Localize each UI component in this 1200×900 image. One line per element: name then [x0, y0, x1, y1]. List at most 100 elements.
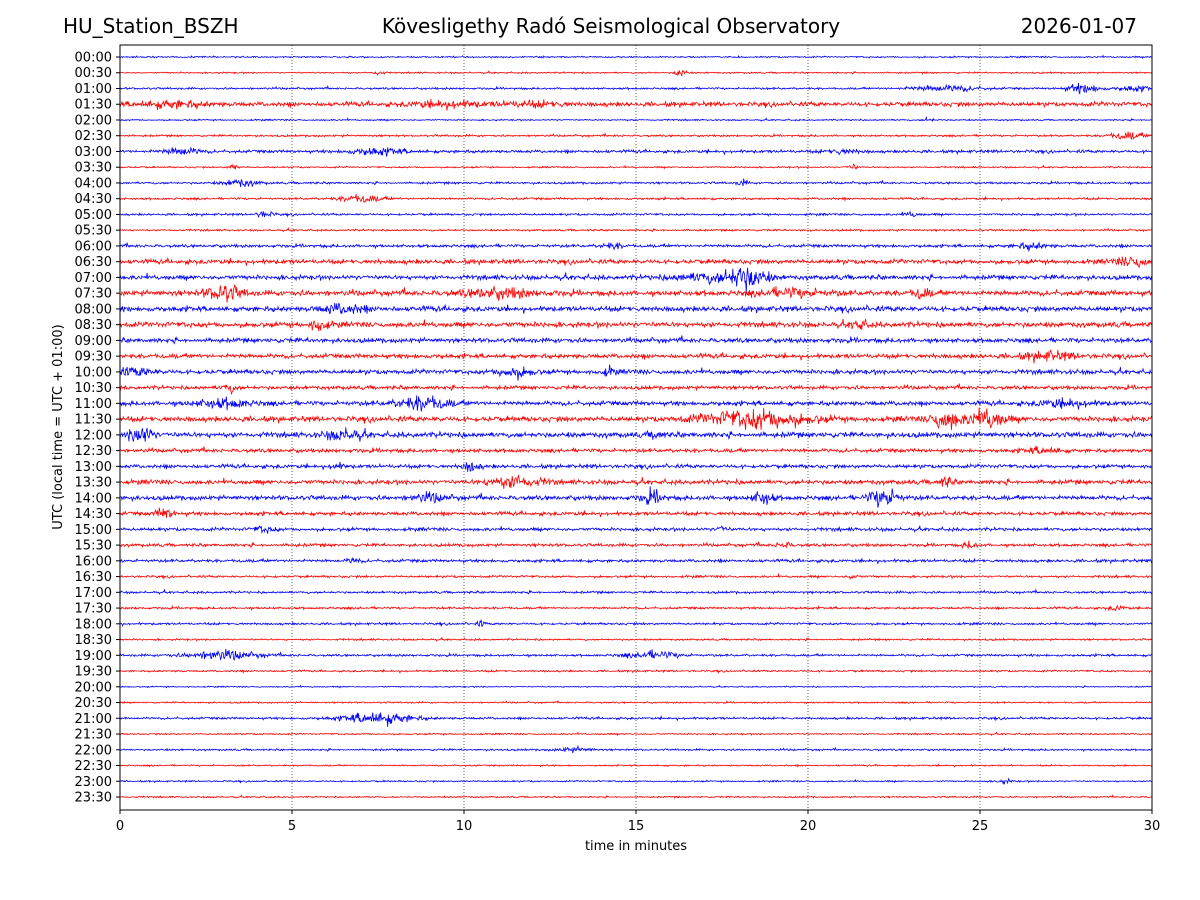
trace-0200	[119, 116, 1153, 123]
trace-0100	[120, 82, 1153, 95]
y-tick-label: 09:00	[75, 334, 112, 349]
trace-1800	[119, 619, 1153, 628]
x-axis-label: time in minutes	[585, 839, 687, 854]
trace-1700	[119, 588, 1153, 596]
y-tick-label: 08:00	[75, 302, 112, 317]
x-axis-ticks: 0 5 10 15 20 25 30	[116, 810, 1160, 834]
trace-2130	[119, 731, 1153, 737]
y-tick-label: 08:30	[75, 318, 112, 333]
y-tick-label: 10:30	[75, 381, 112, 396]
y-tick-label: 14:00	[75, 491, 112, 506]
y-tick-label: 06:30	[75, 255, 112, 270]
y-tick-label: 03:00	[75, 145, 112, 160]
y-tick-label: 13:00	[75, 460, 112, 475]
trace-0330	[119, 163, 1153, 170]
y-tick-label: 19:30	[75, 665, 112, 680]
trace-0830	[119, 318, 1153, 332]
trace-1030	[119, 383, 1153, 396]
y-tick-label: 04:30	[75, 192, 112, 207]
y-tick-label: 21:00	[75, 712, 112, 727]
y-tick-label: 12:30	[75, 444, 112, 459]
trace-1500	[119, 525, 1153, 534]
trace-1600	[119, 557, 1153, 565]
y-tick-label: 19:00	[75, 649, 112, 664]
trace-0430	[119, 194, 1152, 203]
y-tick-label: 22:30	[75, 759, 112, 774]
trace-1000	[119, 364, 1153, 381]
y-tick-label: 05:30	[75, 224, 112, 239]
y-tick-label: 11:30	[75, 413, 112, 428]
y-tick-label: 17:00	[75, 586, 112, 601]
y-tick-label: 20:00	[75, 680, 112, 695]
x-tick-label: 20	[800, 819, 817, 834]
y-tick-label: 04:00	[75, 176, 112, 191]
y-tick-label: 12:00	[75, 428, 112, 443]
trace-1730	[119, 604, 1153, 612]
trace-0030	[119, 70, 1153, 77]
y-axis-ticks: 00:0000:3001:0001:3002:0002:3003:0003:30…	[75, 51, 120, 806]
trace-1430	[119, 507, 1153, 519]
trace-0300	[119, 146, 1153, 158]
y-axis-label: UTC (local time = UTC + 01:00)	[51, 324, 66, 529]
trace-0930	[119, 349, 1153, 364]
trace-1330	[119, 474, 1153, 489]
x-tick-label: 5	[288, 819, 296, 834]
trace-1930	[119, 668, 1153, 674]
trace-2000	[119, 684, 1153, 689]
trace-0700	[119, 267, 1153, 294]
y-tick-label: 23:30	[75, 791, 112, 806]
y-tick-label: 21:30	[75, 728, 112, 743]
trace-2100	[119, 712, 1153, 727]
y-tick-label: 18:30	[75, 633, 112, 648]
y-tick-label: 03:30	[75, 161, 112, 176]
trace-0530	[119, 227, 1153, 233]
trace-1230	[119, 445, 1153, 455]
trace-1630	[119, 572, 1153, 581]
trace-0900	[119, 335, 1153, 345]
trace-0000	[119, 54, 1153, 60]
trace-0130	[119, 98, 1153, 111]
trace-1400	[119, 486, 1153, 508]
trace-0400	[119, 178, 1153, 188]
chart-title: Kövesligethy Radó Seismological Observat…	[381, 14, 841, 38]
y-tick-label: 05:00	[75, 208, 112, 223]
trace-2300	[119, 777, 1153, 785]
x-tick-label: 25	[972, 819, 989, 834]
y-tick-label: 00:00	[75, 51, 112, 66]
y-tick-label: 16:30	[75, 570, 112, 585]
y-tick-label: 16:00	[75, 554, 112, 569]
y-tick-label: 14:30	[75, 507, 112, 522]
y-tick-label: 20:30	[75, 696, 112, 711]
trace-1130	[119, 407, 1153, 431]
station-name: HU_Station_BSZH	[63, 14, 239, 38]
x-tick-label: 30	[1144, 819, 1161, 834]
y-tick-label: 00:30	[75, 66, 112, 81]
grid-lines	[291, 45, 981, 810]
trace-2200	[119, 744, 1153, 754]
trace-0800	[119, 302, 1153, 315]
y-tick-label: 15:00	[75, 523, 112, 538]
y-tick-label: 18:00	[75, 617, 112, 632]
trace-0630	[119, 256, 1153, 269]
y-tick-label: 02:30	[75, 129, 112, 144]
trace-1300	[119, 461, 1153, 472]
trace-2230	[119, 763, 1153, 768]
trace-0600	[119, 241, 1153, 253]
y-tick-label: 15:30	[75, 539, 112, 554]
trace-0230	[119, 131, 1153, 140]
x-tick-label: 10	[456, 819, 473, 834]
trace-1830	[119, 636, 1153, 642]
y-tick-label: 22:00	[75, 743, 112, 758]
y-tick-label: 11:00	[75, 397, 112, 412]
trace-1530	[119, 540, 1153, 550]
trace-0500	[119, 210, 1153, 219]
y-tick-label: 01:30	[75, 98, 112, 113]
y-tick-label: 07:30	[75, 287, 112, 302]
y-tick-label: 13:30	[75, 476, 112, 491]
trace-2330	[119, 794, 1153, 799]
seismic-traces	[119, 54, 1153, 799]
x-tick-label: 0	[116, 819, 124, 834]
y-tick-label: 17:30	[75, 602, 112, 617]
trace-1200	[119, 427, 1153, 442]
y-tick-label: 23:00	[75, 775, 112, 790]
